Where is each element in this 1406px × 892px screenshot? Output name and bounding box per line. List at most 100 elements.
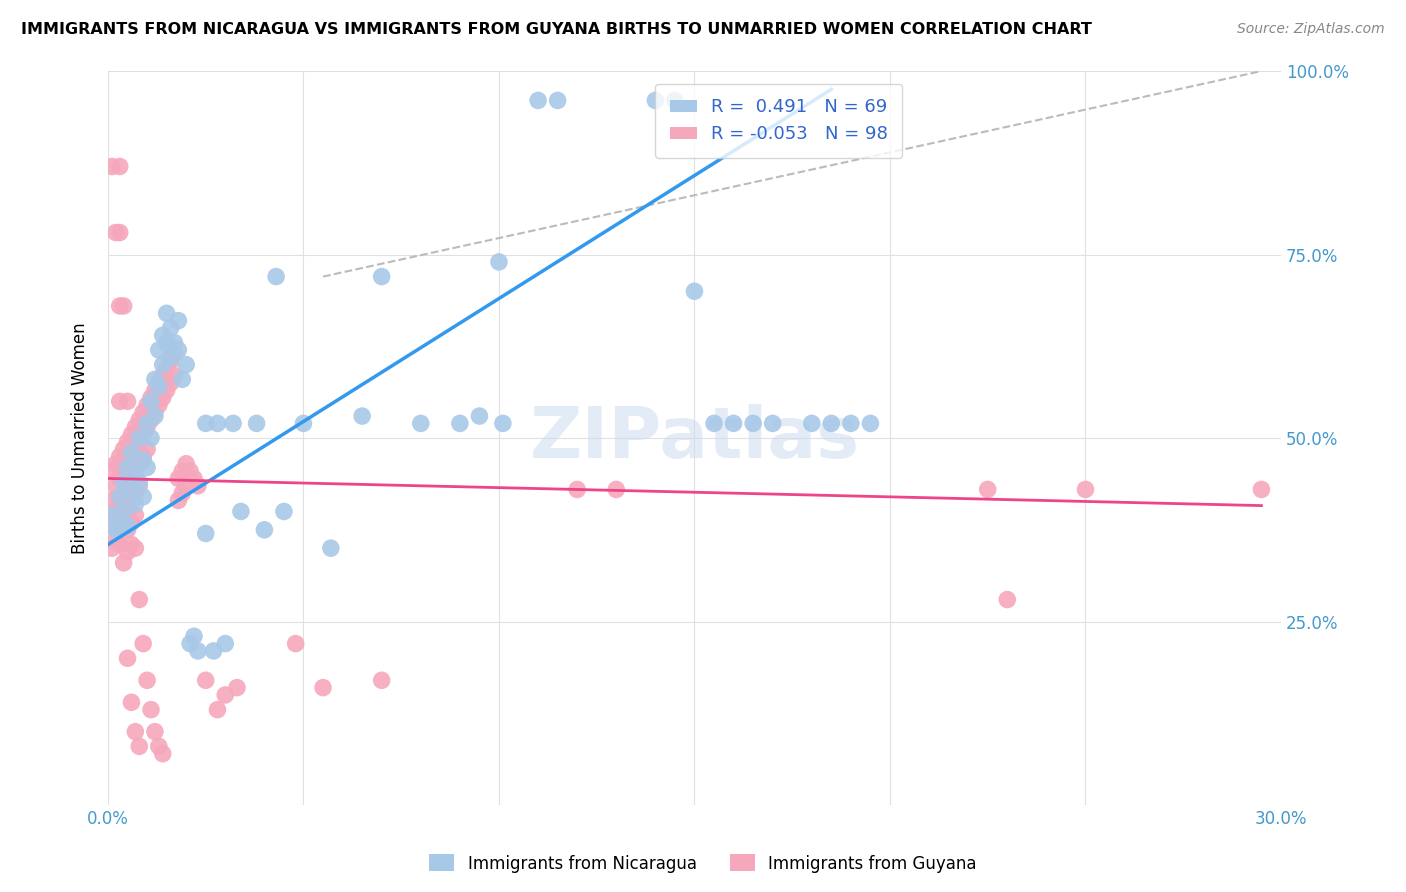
- Point: [128, 475, 150, 489]
- Point: [187, 644, 209, 658]
- Point: [202, 644, 225, 658]
- Point: [1074, 483, 1097, 497]
- Point: [143, 724, 166, 739]
- Point: [120, 427, 142, 442]
- Point: [120, 483, 142, 497]
- Point: [152, 358, 174, 372]
- Point: [977, 483, 1000, 497]
- Point: [172, 464, 194, 478]
- Point: [163, 368, 186, 383]
- Point: [139, 703, 162, 717]
- Point: [139, 394, 162, 409]
- Point: [167, 471, 190, 485]
- Point: [120, 446, 142, 460]
- Point: [120, 695, 142, 709]
- Point: [159, 376, 181, 390]
- Point: [132, 637, 155, 651]
- Point: [108, 516, 131, 530]
- Point: [187, 479, 209, 493]
- Point: [128, 457, 150, 471]
- Point: [723, 417, 745, 431]
- Point: [859, 417, 882, 431]
- Point: [124, 508, 146, 523]
- Point: [108, 160, 131, 174]
- Point: [117, 394, 139, 409]
- Point: [370, 673, 392, 688]
- Point: [112, 464, 135, 478]
- Point: [194, 417, 217, 431]
- Point: [245, 417, 267, 431]
- Point: [104, 226, 127, 240]
- Point: [101, 160, 124, 174]
- Point: [226, 681, 249, 695]
- Point: [174, 457, 197, 471]
- Point: [104, 533, 127, 548]
- Point: [124, 724, 146, 739]
- Point: [1250, 483, 1272, 497]
- Point: [605, 483, 627, 497]
- Point: [264, 269, 287, 284]
- Point: [136, 442, 159, 456]
- Point: [148, 376, 170, 390]
- Point: [104, 523, 127, 537]
- Point: [312, 681, 335, 695]
- Point: [683, 285, 706, 299]
- Point: [112, 504, 135, 518]
- Point: [104, 479, 127, 493]
- Point: [117, 523, 139, 537]
- Point: [108, 226, 131, 240]
- Point: [128, 434, 150, 449]
- Point: [800, 417, 823, 431]
- Point: [112, 442, 135, 456]
- Point: [742, 417, 765, 431]
- Point: [124, 464, 146, 478]
- Point: [124, 467, 146, 482]
- Point: [143, 405, 166, 419]
- Point: [132, 427, 155, 442]
- Point: [449, 417, 471, 431]
- Point: [124, 420, 146, 434]
- Point: [128, 413, 150, 427]
- Point: [194, 673, 217, 688]
- Point: [644, 94, 666, 108]
- Point: [284, 637, 307, 651]
- Point: [108, 450, 131, 464]
- Point: [159, 354, 181, 368]
- Point: [124, 497, 146, 511]
- Point: [174, 358, 197, 372]
- Point: [112, 486, 135, 500]
- Point: [159, 321, 181, 335]
- Point: [172, 486, 194, 500]
- Point: [117, 651, 139, 665]
- Point: [664, 94, 686, 108]
- Y-axis label: Births to Unmarried Women: Births to Unmarried Women: [72, 322, 89, 554]
- Point: [995, 592, 1018, 607]
- Point: [112, 508, 135, 523]
- Point: [117, 460, 139, 475]
- Point: [148, 398, 170, 412]
- Point: [163, 335, 186, 350]
- Point: [108, 519, 131, 533]
- Point: [101, 519, 124, 533]
- Point: [143, 384, 166, 398]
- Point: [214, 637, 236, 651]
- Point: [319, 541, 342, 556]
- Point: [143, 409, 166, 423]
- Point: [547, 94, 569, 108]
- Point: [139, 391, 162, 405]
- Point: [108, 299, 131, 313]
- Point: [108, 471, 131, 485]
- Point: [117, 545, 139, 559]
- Point: [156, 306, 179, 320]
- Point: [229, 504, 252, 518]
- Point: [179, 464, 201, 478]
- Point: [207, 417, 229, 431]
- Point: [370, 269, 392, 284]
- Point: [136, 417, 159, 431]
- Point: [104, 457, 127, 471]
- Legend: R =  0.491   N = 69, R = -0.053   N = 98: R = 0.491 N = 69, R = -0.053 N = 98: [655, 84, 903, 158]
- Point: [120, 475, 142, 489]
- Point: [148, 380, 170, 394]
- Point: [839, 417, 862, 431]
- Point: [174, 479, 197, 493]
